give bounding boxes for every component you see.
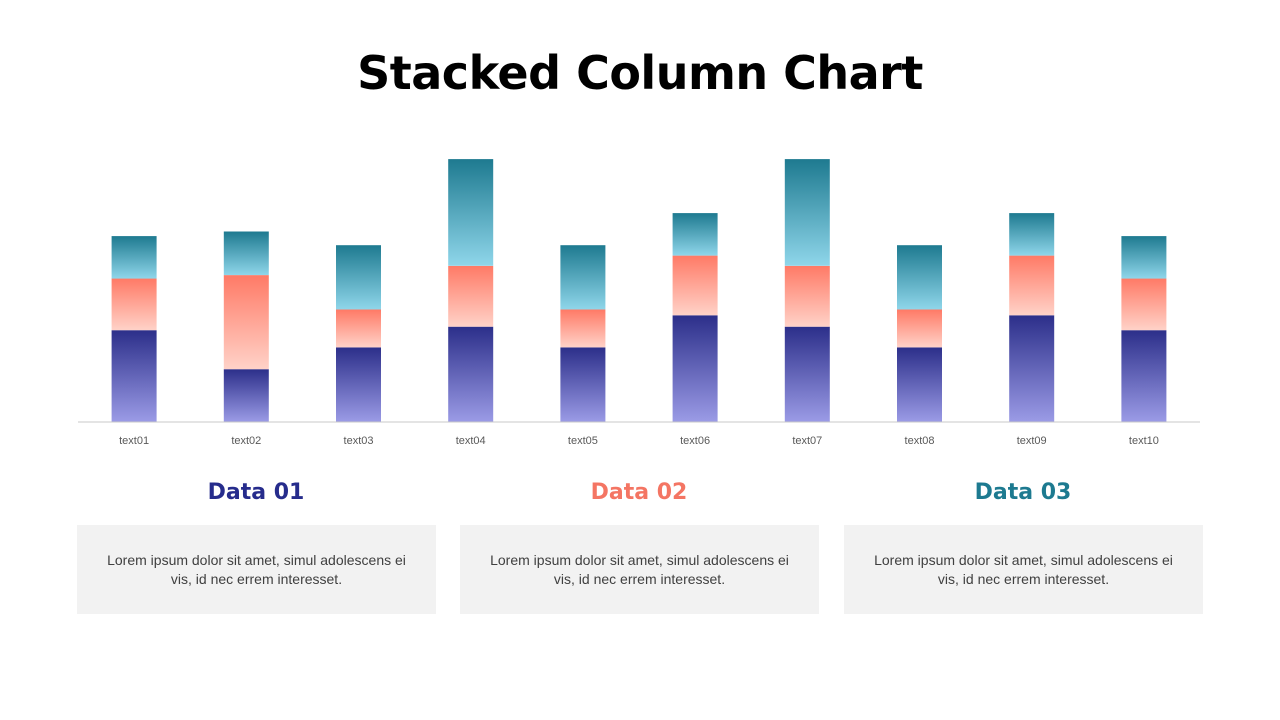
x-tick-label-text08: text08 [905, 435, 935, 447]
bar-text03-series-1 [336, 347, 381, 422]
bar-text06-series-1 [672, 315, 718, 422]
bar-text04-series-3 [448, 159, 494, 266]
bar-text02-series-1 [223, 369, 269, 422]
x-tick-label-text06: text06 [680, 435, 710, 447]
bar-text10-series-3 [1121, 236, 1167, 279]
bar-text01-series-3 [111, 236, 157, 279]
bar-text09-series-1 [1009, 315, 1055, 422]
chart-title: Stacked Column Chart [357, 46, 923, 100]
bar-text08-series-2 [897, 309, 942, 348]
bar-text07-series-1 [784, 326, 830, 422]
bar-text08-series-3 [897, 245, 942, 310]
bar-text09-series-3 [1009, 213, 1055, 256]
bar-text05-series-3 [560, 245, 606, 310]
bar-text05-series-2 [560, 309, 606, 348]
bar-text02-series-3 [223, 231, 269, 276]
description-text-02: Lorem ipsum dolor sit amet, simul adoles… [490, 551, 789, 587]
bar-text04-series-1 [448, 326, 494, 422]
legend-data-03: Data 03 [974, 480, 1072, 505]
stacked-column-chart: text01 text02 text03 text04 text05 text06 text… [78, 159, 1200, 447]
bar-text08-series-1 [897, 347, 942, 422]
legend-data-01: Data 01 [207, 480, 305, 505]
x-tick-label-text07: text07 [792, 435, 822, 447]
x-tick-label-text02: text02 [231, 435, 261, 447]
bar-text10-series-1 [1121, 330, 1167, 422]
description-card-03: Lorem ipsum dolor sit amet, simul adoles… [844, 525, 1203, 614]
legend-data-02: Data 02 [590, 480, 688, 505]
bar-text05-series-1 [560, 347, 606, 422]
x-tick-label-text04: text04 [456, 435, 486, 447]
x-tick-label-text03: text03 [344, 435, 374, 447]
bar-text03-series-2 [336, 309, 381, 348]
bar-text07-series-3 [784, 159, 830, 266]
bar-text02-series-2 [223, 275, 269, 370]
description-text-03: Lorem ipsum dolor sit amet, simul adoles… [874, 551, 1173, 587]
x-tick-label-text05: text05 [568, 435, 598, 447]
bar-text06-series-2 [672, 255, 718, 316]
bar-text09-series-2 [1009, 255, 1055, 316]
bar-text06-series-3 [672, 213, 718, 256]
bar-text03-series-3 [336, 245, 381, 310]
bar-text07-series-2 [784, 265, 830, 327]
x-tick-label-text10: text10 [1129, 435, 1159, 447]
bar-text04-series-2 [448, 265, 494, 327]
bar-text01-series-2 [111, 278, 157, 331]
description-card-02: Lorem ipsum dolor sit amet, simul adoles… [460, 525, 819, 614]
x-tick-label-text01: text01 [119, 435, 149, 447]
x-tick-label-text09: text09 [1017, 435, 1047, 447]
bar-text01-series-1 [111, 330, 157, 422]
bar-text10-series-2 [1121, 278, 1167, 331]
description-text-01: Lorem ipsum dolor sit amet, simul adoles… [107, 551, 406, 587]
description-card-01: Lorem ipsum dolor sit amet, simul adoles… [77, 525, 436, 614]
